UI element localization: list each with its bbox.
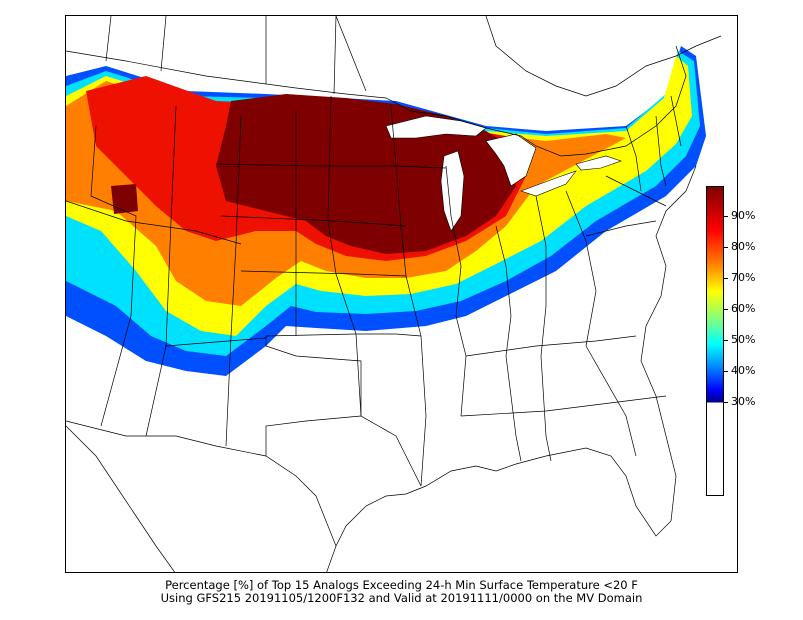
state-lines-west — [66, 105, 297, 447]
colorbar-tick-70 — [724, 278, 728, 279]
state-lines-newengland — [625, 95, 682, 192]
colorbar-label-80: 80% — [731, 240, 756, 253]
colorbar-tick-90 — [724, 216, 728, 217]
percentage-field — [66, 46, 706, 376]
colorbar-label-90: 90% — [731, 209, 756, 222]
lake-erie — [520, 170, 577, 197]
coastline-pacific — [66, 425, 176, 572]
colorbar-label-60: 60% — [731, 302, 756, 315]
coastline-hudson — [485, 16, 722, 97]
caption-line-1: Percentage [%] of Top 15 Analogs Exceedi… — [165, 578, 638, 592]
state-lines-texas — [265, 336, 422, 487]
lake-huron — [485, 133, 537, 187]
colorbar-label-50: 50% — [731, 333, 756, 346]
colorbar-tick-50 — [724, 340, 728, 341]
colorbar-label-70: 70% — [731, 271, 756, 284]
colorbar-tick-30 — [724, 402, 728, 403]
boundaries — [66, 16, 722, 572]
figure-caption: Percentage [%] of Top 15 Analogs Exceedi… — [0, 579, 803, 605]
caption-line-2: Using GFS215 20191105/1200F132 and Valid… — [160, 591, 643, 605]
lake-ontario — [575, 155, 622, 171]
state-lines-east — [460, 175, 667, 462]
mexico-border — [66, 420, 337, 547]
map-panel — [65, 15, 738, 573]
us-canada-border — [66, 45, 687, 157]
canada-province-lines — [105, 16, 367, 95]
colorbar-label-40: 40% — [731, 364, 756, 377]
field-band-90-wyoming — [111, 184, 138, 214]
colorbar — [706, 186, 724, 496]
colorbar-tick-40 — [724, 371, 728, 372]
lake-superior — [385, 115, 487, 139]
colorbar-tick-60 — [724, 309, 728, 310]
state-lines-plains — [165, 163, 447, 347]
colorbar-label-30: 30% — [731, 395, 756, 408]
colorbar-tick-80 — [724, 247, 728, 248]
coastline-atlantic — [326, 165, 697, 572]
state-lines-central — [327, 95, 637, 487]
map-canvas — [66, 16, 722, 572]
